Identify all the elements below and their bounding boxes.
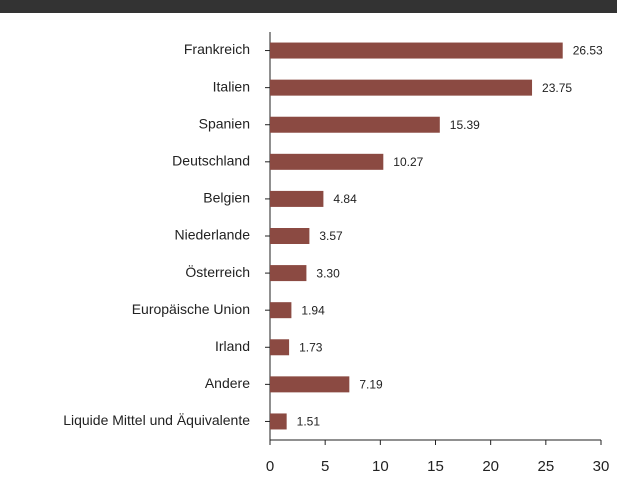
value-label: 10.27 bbox=[393, 155, 423, 169]
x-tick-label: 5 bbox=[321, 458, 329, 475]
y-tick-label: Frankreich bbox=[184, 41, 250, 57]
y-tick-label: Niederlande bbox=[175, 227, 251, 243]
bar bbox=[270, 116, 440, 133]
bar bbox=[270, 228, 310, 244]
bar bbox=[270, 265, 307, 282]
y-tick-label: Belgien bbox=[203, 190, 250, 206]
bar bbox=[270, 339, 290, 356]
x-tick-label: 10 bbox=[372, 458, 389, 475]
bar bbox=[270, 42, 563, 59]
value-label: 3.57 bbox=[319, 229, 343, 243]
value-label: 3.30 bbox=[316, 266, 340, 280]
y-tick-label: Deutschland bbox=[172, 153, 250, 169]
y-tick-label: Europäische Union bbox=[132, 301, 250, 317]
value-label: 7.19 bbox=[359, 378, 383, 392]
x-tick-label: 20 bbox=[482, 458, 499, 475]
y-tick-label: Spanien bbox=[199, 115, 250, 131]
x-tick-label: 30 bbox=[593, 458, 610, 475]
value-label: 4.84 bbox=[333, 192, 357, 206]
y-tick-label: Irland bbox=[215, 338, 250, 354]
bar bbox=[270, 79, 533, 96]
header-band bbox=[0, 0, 617, 13]
value-label: 15.39 bbox=[450, 118, 480, 132]
value-label: 26.53 bbox=[573, 44, 603, 58]
value-label: 23.75 bbox=[542, 81, 572, 95]
x-tick-label: 15 bbox=[427, 458, 444, 475]
bar bbox=[270, 153, 384, 170]
value-label: 1.51 bbox=[297, 415, 321, 429]
y-tick-label: Österreich bbox=[185, 263, 250, 280]
bar bbox=[270, 190, 324, 207]
x-tick-label: 0 bbox=[266, 458, 274, 475]
y-tick-label: Andere bbox=[205, 375, 250, 391]
x-tick-label: 25 bbox=[537, 458, 554, 475]
bar bbox=[270, 376, 350, 393]
bar bbox=[270, 413, 287, 430]
y-tick-label: Italien bbox=[213, 78, 250, 94]
value-label: 1.94 bbox=[301, 303, 325, 317]
bar bbox=[270, 302, 292, 319]
value-label: 1.73 bbox=[299, 340, 323, 354]
y-tick-label: Liquide Mittel und Äquivalente bbox=[63, 412, 250, 428]
